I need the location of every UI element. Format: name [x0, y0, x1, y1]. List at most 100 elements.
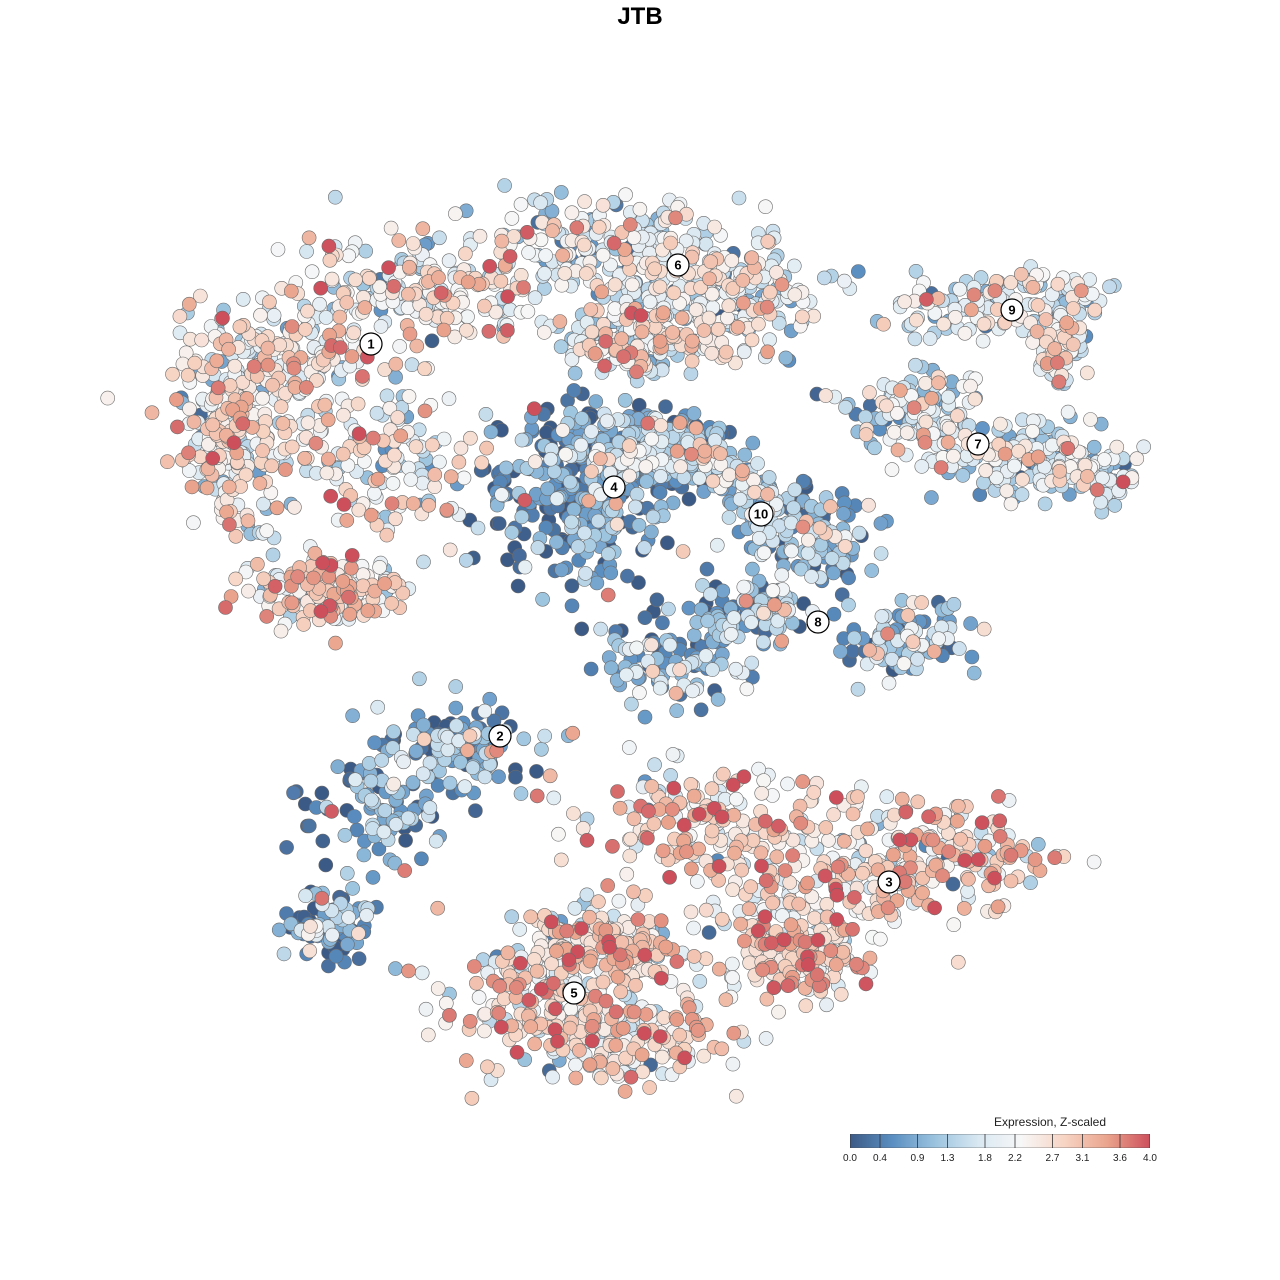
cell-point — [322, 252, 338, 268]
cell-point — [255, 390, 270, 406]
cell-point — [534, 741, 549, 757]
cell-point — [728, 791, 744, 807]
cell-point — [319, 465, 335, 481]
cell-point — [698, 902, 714, 918]
cell-point — [637, 947, 653, 963]
cell-point — [787, 287, 803, 303]
cell-point — [841, 570, 856, 586]
cell-point — [684, 861, 699, 877]
cell-point — [388, 961, 403, 976]
cell-point — [516, 731, 532, 747]
cell-point — [1086, 854, 1102, 870]
cell-point — [553, 185, 569, 200]
cell-point — [718, 992, 734, 1008]
cell-point — [297, 450, 313, 466]
cell-point — [1003, 496, 1019, 512]
cell-point — [800, 545, 816, 561]
cell-point — [745, 435, 761, 451]
cell-point — [384, 595, 399, 611]
cell-point — [144, 405, 160, 421]
cell-point — [816, 270, 832, 286]
cell-point — [821, 833, 836, 848]
cell-point — [725, 882, 741, 898]
cell-point — [553, 852, 569, 868]
cell-point — [950, 798, 966, 814]
cell-point — [873, 546, 889, 561]
cell-point — [769, 265, 784, 280]
cell-point — [674, 310, 690, 326]
cell-point — [806, 785, 822, 800]
cell-point — [315, 833, 331, 849]
cell-point — [502, 249, 518, 264]
cell-point — [849, 956, 864, 972]
cluster-label-text: 7 — [974, 437, 981, 452]
cell-point — [250, 556, 265, 572]
cell-point — [927, 900, 942, 916]
cell-point — [714, 809, 730, 825]
cell-point — [388, 511, 403, 527]
cell-point — [978, 463, 994, 478]
cell-point — [950, 408, 965, 424]
cell-point — [953, 831, 968, 847]
cell-point — [561, 952, 577, 968]
cell-point — [591, 894, 606, 910]
cell-point — [1109, 439, 1125, 455]
cell-point — [550, 1034, 565, 1049]
cell-point — [542, 768, 558, 784]
cluster-label-7: 7 — [966, 432, 990, 456]
cluster-label-text: 5 — [570, 986, 577, 1001]
cell-point — [401, 389, 417, 404]
cell-point — [567, 365, 583, 381]
cell-point — [370, 699, 386, 715]
cell-point — [636, 1026, 652, 1041]
cell-point — [300, 303, 315, 319]
cell-point — [940, 389, 956, 405]
cell-point — [363, 507, 379, 523]
cell-point — [478, 406, 494, 422]
cell-point — [961, 871, 976, 887]
cell-point — [401, 259, 417, 275]
cell-point — [400, 286, 416, 302]
cell-point — [509, 980, 524, 995]
cell-point — [669, 443, 685, 459]
cell-point — [416, 554, 431, 570]
cell-point — [403, 472, 419, 487]
cell-point — [1059, 315, 1074, 331]
cell-point — [714, 1041, 730, 1057]
cell-point — [774, 567, 790, 583]
cell-point — [686, 949, 702, 964]
cluster-label-text: 1 — [367, 337, 374, 352]
cell-point — [1083, 412, 1098, 427]
cell-point — [689, 874, 705, 889]
cell-point — [894, 791, 910, 807]
cell-point — [286, 785, 301, 801]
cell-point — [181, 445, 196, 461]
cell-point — [546, 975, 561, 991]
cell-point — [457, 779, 473, 795]
cell-point — [872, 931, 888, 947]
cell-point — [284, 595, 300, 611]
cell-point — [630, 912, 646, 927]
cell-point — [724, 956, 740, 972]
cell-point — [624, 277, 640, 293]
cell-point — [597, 358, 612, 374]
cell-point — [299, 380, 314, 395]
cell-point — [373, 319, 389, 334]
cell-point — [543, 451, 559, 467]
cell-point — [663, 768, 678, 783]
cell-point — [621, 438, 637, 454]
cell-point — [304, 264, 320, 280]
cell-point — [665, 747, 681, 762]
cell-point — [321, 451, 336, 467]
cell-point — [931, 375, 946, 391]
cell-point — [1025, 279, 1041, 295]
cell-point — [750, 456, 765, 471]
cell-point — [477, 703, 493, 719]
cell-point — [756, 545, 772, 561]
cell-point — [1029, 324, 1045, 339]
cell-point — [367, 735, 382, 751]
cell-point — [649, 592, 665, 608]
cell-point — [940, 434, 956, 450]
cell-point — [620, 568, 635, 584]
cell-point — [830, 859, 846, 875]
